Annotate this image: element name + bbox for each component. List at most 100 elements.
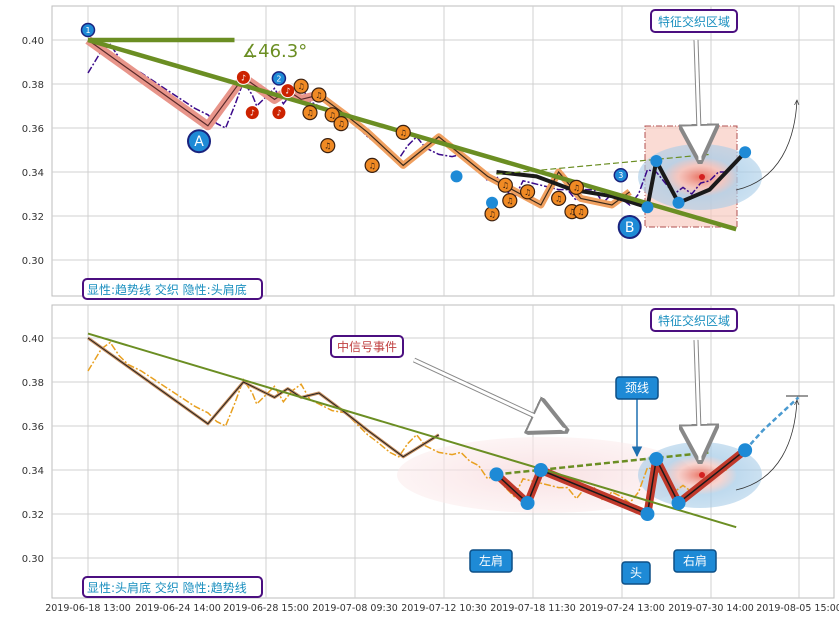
pattern-point <box>641 201 654 214</box>
projection-arrow <box>735 100 797 191</box>
signal-box-label: 中信号事件 <box>337 339 397 354</box>
music-note-icon <box>302 104 318 121</box>
feature-region-label: 特征交织区域 <box>658 14 730 29</box>
point-marker-a <box>187 129 211 154</box>
music-note-glyph: ♫ <box>502 181 509 190</box>
pattern-point <box>640 507 655 521</box>
y-tick-label: 0.30 <box>22 256 44 267</box>
music-note-glyph: ♫ <box>568 208 575 217</box>
right-shoulder-label-box <box>673 549 717 573</box>
music-note-glyph: ♪ <box>250 109 255 118</box>
pattern-legend-label: 显性:趋势线 交织 隐性:头肩底 <box>87 282 247 297</box>
feature-region-box <box>650 9 738 33</box>
head-label-box <box>621 561 651 585</box>
wave-line-core <box>87 39 320 127</box>
breakout-line <box>744 396 800 452</box>
pattern-legend-box <box>82 576 263 598</box>
point-marker-b <box>617 215 642 239</box>
x-tick-label: 2019-07-18 11:30 <box>490 603 576 614</box>
x-tick-label: 2019-06-18 13:00 <box>45 603 131 614</box>
pattern-point <box>671 496 686 510</box>
pattern-point <box>520 496 535 510</box>
pattern-point <box>489 467 504 482</box>
x-tick-label: 2019-07-08 09:30 <box>312 603 398 614</box>
music-note-glyph: ♫ <box>337 120 344 129</box>
region-center-dot <box>699 174 705 180</box>
music-note-glyph: ♫ <box>555 194 562 203</box>
music-note-glyph: ♫ <box>306 109 313 118</box>
music-note-glyph: ♫ <box>315 91 322 100</box>
y-tick-label: 0.40 <box>22 334 44 345</box>
music-note-glyph: ♫ <box>298 82 305 91</box>
feature-region-label: 特征交织区域 <box>658 313 730 328</box>
music-note-icon <box>271 105 287 121</box>
music-note-glyph: ♫ <box>524 188 531 197</box>
pattern-point <box>672 196 685 209</box>
pattern-point <box>486 196 499 209</box>
trend-line <box>87 332 737 529</box>
signal-box <box>330 335 404 358</box>
music-note-glyph: ♫ <box>573 183 580 192</box>
point-label-b: B <box>625 220 635 236</box>
bottom-panel: 0.30 0.32 0.34 0.36 0.38 0.40 左肩头 右肩 颈线 中信号事件 特征交织… <box>22 304 835 599</box>
pattern-point <box>533 463 548 477</box>
music-note-glyph: ♪ <box>285 87 290 96</box>
x-tick-label: 2019-07-30 14:00 <box>668 603 754 614</box>
music-note-glyph: ♪ <box>241 73 246 82</box>
pattern-point <box>450 170 463 183</box>
trend-line <box>87 37 737 232</box>
circled-number-icon <box>613 167 629 183</box>
left-shoulder-label-box <box>469 549 513 573</box>
music-note-icon <box>364 157 380 173</box>
callout-arrow-inner <box>694 339 702 461</box>
music-note-icon <box>519 184 536 200</box>
music-note-icon <box>280 83 296 99</box>
pattern-legend-label: 显性:头肩底 交织 隐性:趋势线 <box>87 580 247 595</box>
music-note-icon <box>395 124 411 140</box>
pattern-legend-box <box>82 278 263 300</box>
music-note-glyph: ♫ <box>577 208 584 217</box>
circled-number-label: 3 <box>618 171 623 180</box>
music-note-glyph: ♫ <box>400 128 407 137</box>
y-tick-label: 0.34 <box>22 168 44 179</box>
y-tick-label: 0.32 <box>22 510 44 521</box>
wave-line-core <box>318 94 631 206</box>
circled-number-icon <box>271 71 287 86</box>
music-note-icon <box>311 87 327 103</box>
music-note-glyph: ♫ <box>488 210 495 219</box>
music-note-glyph: ♪ <box>276 109 281 118</box>
music-note-icon <box>573 204 589 220</box>
x-tick-label: 2019-06-28 15:00 <box>223 603 309 614</box>
x-tick-label: 2019-07-12 10:30 <box>401 603 487 614</box>
y-tick-label: 0.38 <box>22 378 44 389</box>
y-tick-label: 0.36 <box>22 124 44 135</box>
signal-arrow-inner <box>413 358 566 432</box>
y-tick-label: 0.30 <box>22 554 44 565</box>
music-note-icon <box>320 138 336 154</box>
left-shoulder-label: 左肩 <box>479 553 503 568</box>
region-center-dot <box>699 472 705 478</box>
y-tick-label: 0.34 <box>22 466 44 477</box>
point-label-a: A <box>194 134 204 150</box>
y-tick-label: 0.40 <box>22 36 44 47</box>
x-tick-label: 2019-06-24 14:00 <box>135 603 221 614</box>
y-tick-label: 0.38 <box>22 80 44 91</box>
music-note-icon <box>244 105 260 121</box>
circled-number-label: 1 <box>85 26 90 35</box>
y-tick-label: 0.36 <box>22 422 44 433</box>
callout-arrow-inner <box>694 39 702 161</box>
music-note-icon <box>551 190 567 206</box>
y-tick-label: 0.32 <box>22 212 44 223</box>
x-tick-label: 2019-07-24 13:00 <box>579 603 665 614</box>
music-note-icon <box>502 193 518 209</box>
neckline-label-box <box>615 376 659 400</box>
music-note-glyph: ♫ <box>369 161 376 170</box>
music-note-glyph: ♫ <box>324 142 331 151</box>
pattern-point <box>739 146 752 159</box>
music-note-glyph: ♫ <box>329 111 336 120</box>
music-note-icon <box>333 115 349 132</box>
music-note-glyph: ♫ <box>506 197 513 206</box>
circled-number-icon <box>80 22 96 38</box>
